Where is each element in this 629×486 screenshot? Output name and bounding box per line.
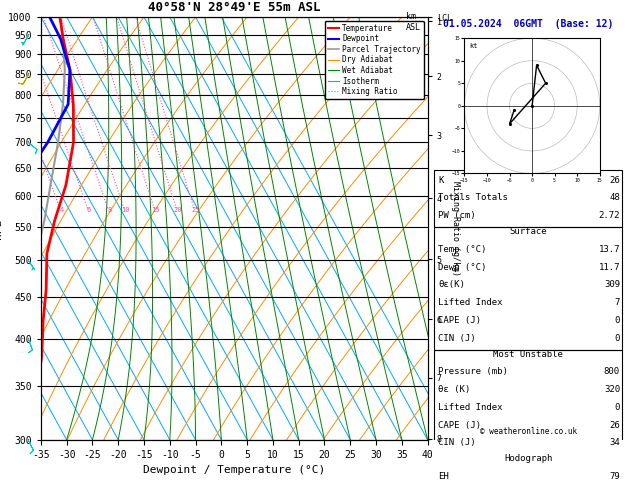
Bar bbox=[435, 227, 622, 349]
Bar bbox=[435, 171, 622, 227]
Text: CAPE (J): CAPE (J) bbox=[438, 316, 481, 325]
Text: 26: 26 bbox=[610, 175, 620, 185]
Text: Dewp (°C): Dewp (°C) bbox=[438, 262, 487, 272]
Text: 0: 0 bbox=[615, 333, 620, 343]
Text: θε (K): θε (K) bbox=[438, 385, 470, 394]
Title: 40°58'N 28°49'E 55m ASL: 40°58'N 28°49'E 55m ASL bbox=[148, 1, 321, 15]
Text: 0: 0 bbox=[615, 316, 620, 325]
Text: K: K bbox=[438, 175, 443, 185]
Text: 8: 8 bbox=[107, 207, 111, 213]
Legend: Temperature, Dewpoint, Parcel Trajectory, Dry Adiabat, Wet Adiabat, Isotherm, Mi: Temperature, Dewpoint, Parcel Trajectory… bbox=[325, 21, 424, 99]
Text: Most Unstable: Most Unstable bbox=[493, 349, 563, 359]
Text: CAPE (J): CAPE (J) bbox=[438, 421, 481, 430]
Text: 0: 0 bbox=[615, 403, 620, 412]
Y-axis label: Mixing Ratio (g/kg): Mixing Ratio (g/kg) bbox=[451, 181, 460, 276]
Text: 79: 79 bbox=[610, 472, 620, 481]
Text: 34: 34 bbox=[610, 438, 620, 448]
Text: Lifted Index: Lifted Index bbox=[438, 298, 503, 307]
Text: Hodograph: Hodograph bbox=[504, 454, 552, 463]
Text: 48: 48 bbox=[610, 193, 620, 202]
Text: 2.72: 2.72 bbox=[599, 211, 620, 220]
Text: 320: 320 bbox=[604, 385, 620, 394]
Text: 01.05.2024  06GMT  (Base: 12): 01.05.2024 06GMT (Base: 12) bbox=[443, 19, 613, 29]
Text: CIN (J): CIN (J) bbox=[438, 333, 476, 343]
Text: 15: 15 bbox=[152, 207, 160, 213]
Text: EH: EH bbox=[438, 472, 449, 481]
Text: 6: 6 bbox=[87, 207, 91, 213]
Text: 7: 7 bbox=[615, 298, 620, 307]
Text: Pressure (mb): Pressure (mb) bbox=[438, 367, 508, 376]
Text: Temp (°C): Temp (°C) bbox=[438, 245, 487, 254]
Text: 26: 26 bbox=[610, 421, 620, 430]
Text: CIN (J): CIN (J) bbox=[438, 438, 476, 448]
Text: θε(K): θε(K) bbox=[438, 280, 465, 289]
Text: km
ASL: km ASL bbox=[406, 12, 421, 32]
Bar bbox=[435, 454, 622, 486]
Bar bbox=[435, 349, 622, 454]
Text: Totals Totals: Totals Totals bbox=[438, 193, 508, 202]
Text: 11.7: 11.7 bbox=[599, 262, 620, 272]
X-axis label: Dewpoint / Temperature (°C): Dewpoint / Temperature (°C) bbox=[143, 465, 325, 475]
Text: PW (cm): PW (cm) bbox=[438, 211, 476, 220]
Text: Lifted Index: Lifted Index bbox=[438, 403, 503, 412]
Text: 4: 4 bbox=[59, 207, 64, 213]
Text: 800: 800 bbox=[604, 367, 620, 376]
Text: 20: 20 bbox=[174, 207, 182, 213]
Text: 25: 25 bbox=[191, 207, 200, 213]
Y-axis label: hPa: hPa bbox=[0, 218, 3, 239]
Text: Surface: Surface bbox=[509, 227, 547, 236]
Text: 10: 10 bbox=[121, 207, 130, 213]
Text: 13.7: 13.7 bbox=[599, 245, 620, 254]
Text: 309: 309 bbox=[604, 280, 620, 289]
Text: © weatheronline.co.uk: © weatheronline.co.uk bbox=[480, 427, 577, 435]
